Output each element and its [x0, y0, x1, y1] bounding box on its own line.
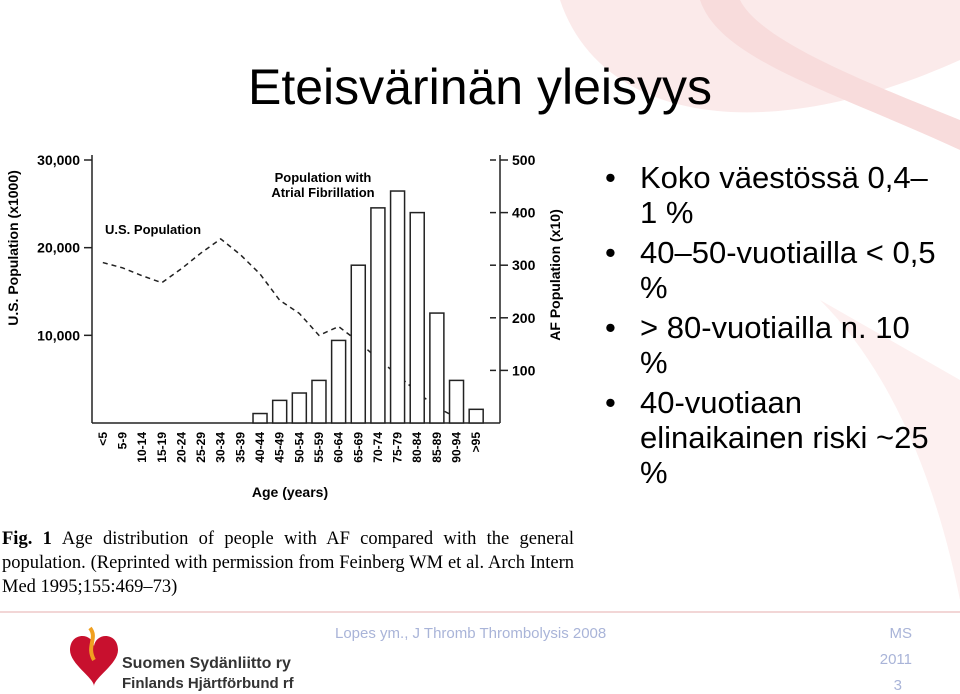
- x-tick-label: 10-14: [135, 432, 149, 463]
- bar: [370, 207, 386, 424]
- decoration: [700, 0, 960, 150]
- x-tick-label: 35-39: [233, 432, 247, 463]
- bar: [350, 264, 367, 424]
- x-tick-label: 75-79: [391, 432, 405, 463]
- bar: [429, 312, 445, 424]
- slide-title: Eteisvärinän yleisyys: [247, 59, 713, 115]
- x-tick-label: 5-9: [115, 432, 129, 450]
- bar: [409, 211, 425, 424]
- x-tick-label: 20-24: [174, 432, 188, 463]
- y2-tick-label: 400: [512, 205, 536, 221]
- x-tick-label: >95: [469, 432, 483, 453]
- logo-flame: [88, 626, 96, 661]
- bar: [330, 339, 347, 424]
- bullet: 40–50-vuotiailla < 0,5 %: [600, 235, 940, 305]
- y-axis-label: U.S. Population (x1000): [5, 170, 21, 326]
- x-tick-label: 40-44: [253, 432, 267, 463]
- y2-tick-label: 200: [512, 310, 536, 326]
- x-tick-label: <5: [96, 432, 110, 446]
- author: MS: [890, 625, 913, 642]
- caption-label: Fig. 1: [2, 529, 52, 549]
- y-tick-label: 10,000: [37, 327, 80, 343]
- bar: [291, 392, 308, 424]
- bar: [389, 190, 406, 424]
- x-tick-label: 70-74: [371, 432, 385, 463]
- bullet: > 80-vuotiailla n. 10 %: [600, 310, 940, 380]
- x-axis-label: Age (years): [252, 484, 328, 500]
- x-tick-label: 85-89: [430, 432, 444, 463]
- page-number: 3: [894, 677, 902, 694]
- x-tick-label: 80-84: [410, 432, 424, 463]
- figure-caption: Fig. 1 Age distribution of people with AF…: [2, 527, 574, 599]
- bar: [271, 399, 288, 424]
- bar: [252, 412, 268, 424]
- x-tick-label: 30-34: [214, 432, 228, 463]
- bar: [448, 379, 465, 424]
- bullet: 40-vuotiaan elinaikainen riski ~25 %: [600, 385, 940, 490]
- y-tick-label: 30,000: [37, 152, 80, 168]
- logo-text: Suomen Sydänliitto ry: [122, 655, 291, 672]
- y2-tick-label: 300: [512, 257, 536, 273]
- x-tick-label: 55-59: [312, 432, 326, 463]
- y2-tick-label: 100: [512, 362, 536, 378]
- bar: [468, 408, 484, 424]
- x-tick-label: 15-19: [155, 432, 169, 463]
- chart: U.S. Population (x1000) AF Population (x…: [5, 152, 563, 500]
- series-label: Population with Atrial Fibrillation: [271, 170, 374, 200]
- logo-text: Finlands Hjärtförbund rf: [122, 675, 295, 692]
- bar: [311, 379, 327, 424]
- x-tick-label: 45-49: [273, 432, 287, 463]
- caption-text: Age distribution of people with AF compa…: [2, 529, 574, 597]
- x-tick-label: 25-29: [194, 432, 208, 463]
- x-tick-label: 50-54: [292, 432, 306, 463]
- y-tick-label: 20,000: [37, 240, 80, 256]
- bullet-list: Koko väestössä 0,4–1 % 40–50-vuotiailla …: [600, 160, 940, 495]
- x-tick-label: 60-64: [332, 432, 346, 463]
- source: Lopes ym., J Thromb Thrombolysis 2008: [335, 625, 606, 642]
- x-tick-label: 65-69: [351, 432, 365, 463]
- logo-heart: [70, 635, 118, 686]
- bullet: Koko väestössä 0,4–1 %: [600, 160, 940, 230]
- y2-axis-label: AF Population (x10): [547, 209, 563, 340]
- series-label: U.S. Population: [105, 222, 201, 237]
- year: 2011: [880, 651, 912, 668]
- x-tick-label: 90-94: [450, 432, 464, 463]
- y2-tick-label: 500: [512, 152, 536, 168]
